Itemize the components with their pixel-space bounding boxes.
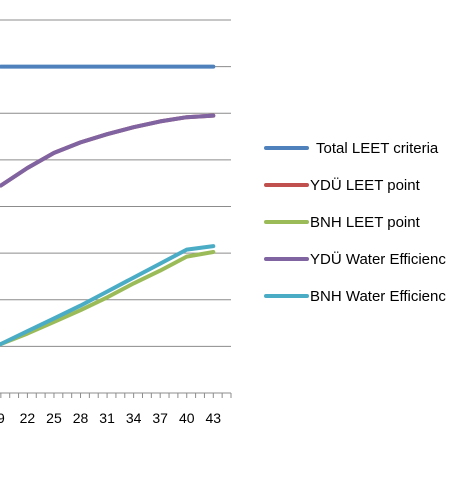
x-tick-label: 31: [99, 410, 115, 426]
series-line: [0, 244, 216, 346]
x-tick-label: 43: [206, 410, 222, 426]
series-line: [0, 113, 216, 188]
x-tick-label: 34: [126, 410, 142, 426]
x-tick-label: 9: [0, 410, 5, 426]
x-axis: 9 22 25 28 31 34 37 40 43: [0, 392, 232, 426]
legend-label: BNH Water Efficienc: [310, 288, 446, 305]
legend-label: Total LEET criteria: [316, 140, 439, 157]
legend: Total LEET criteria YDÜ LEET point BNH LEE…: [264, 140, 446, 305]
series-line: [0, 250, 216, 346]
series-layer: [0, 64, 216, 346]
x-tick-label: 37: [152, 410, 168, 426]
legend-label: YDÜ Water Efficienc: [310, 250, 446, 268]
legend-label: YDÜ LEET point: [310, 176, 421, 194]
gridlines: [0, 19, 231, 347]
series-line: [0, 113, 216, 188]
x-tick-label: 40: [179, 410, 195, 426]
x-tick-label: 22: [20, 410, 36, 426]
x-tick-label: 28: [73, 410, 89, 426]
x-tick-label: 25: [46, 410, 62, 426]
legend-label: BNH LEET point: [310, 214, 421, 231]
